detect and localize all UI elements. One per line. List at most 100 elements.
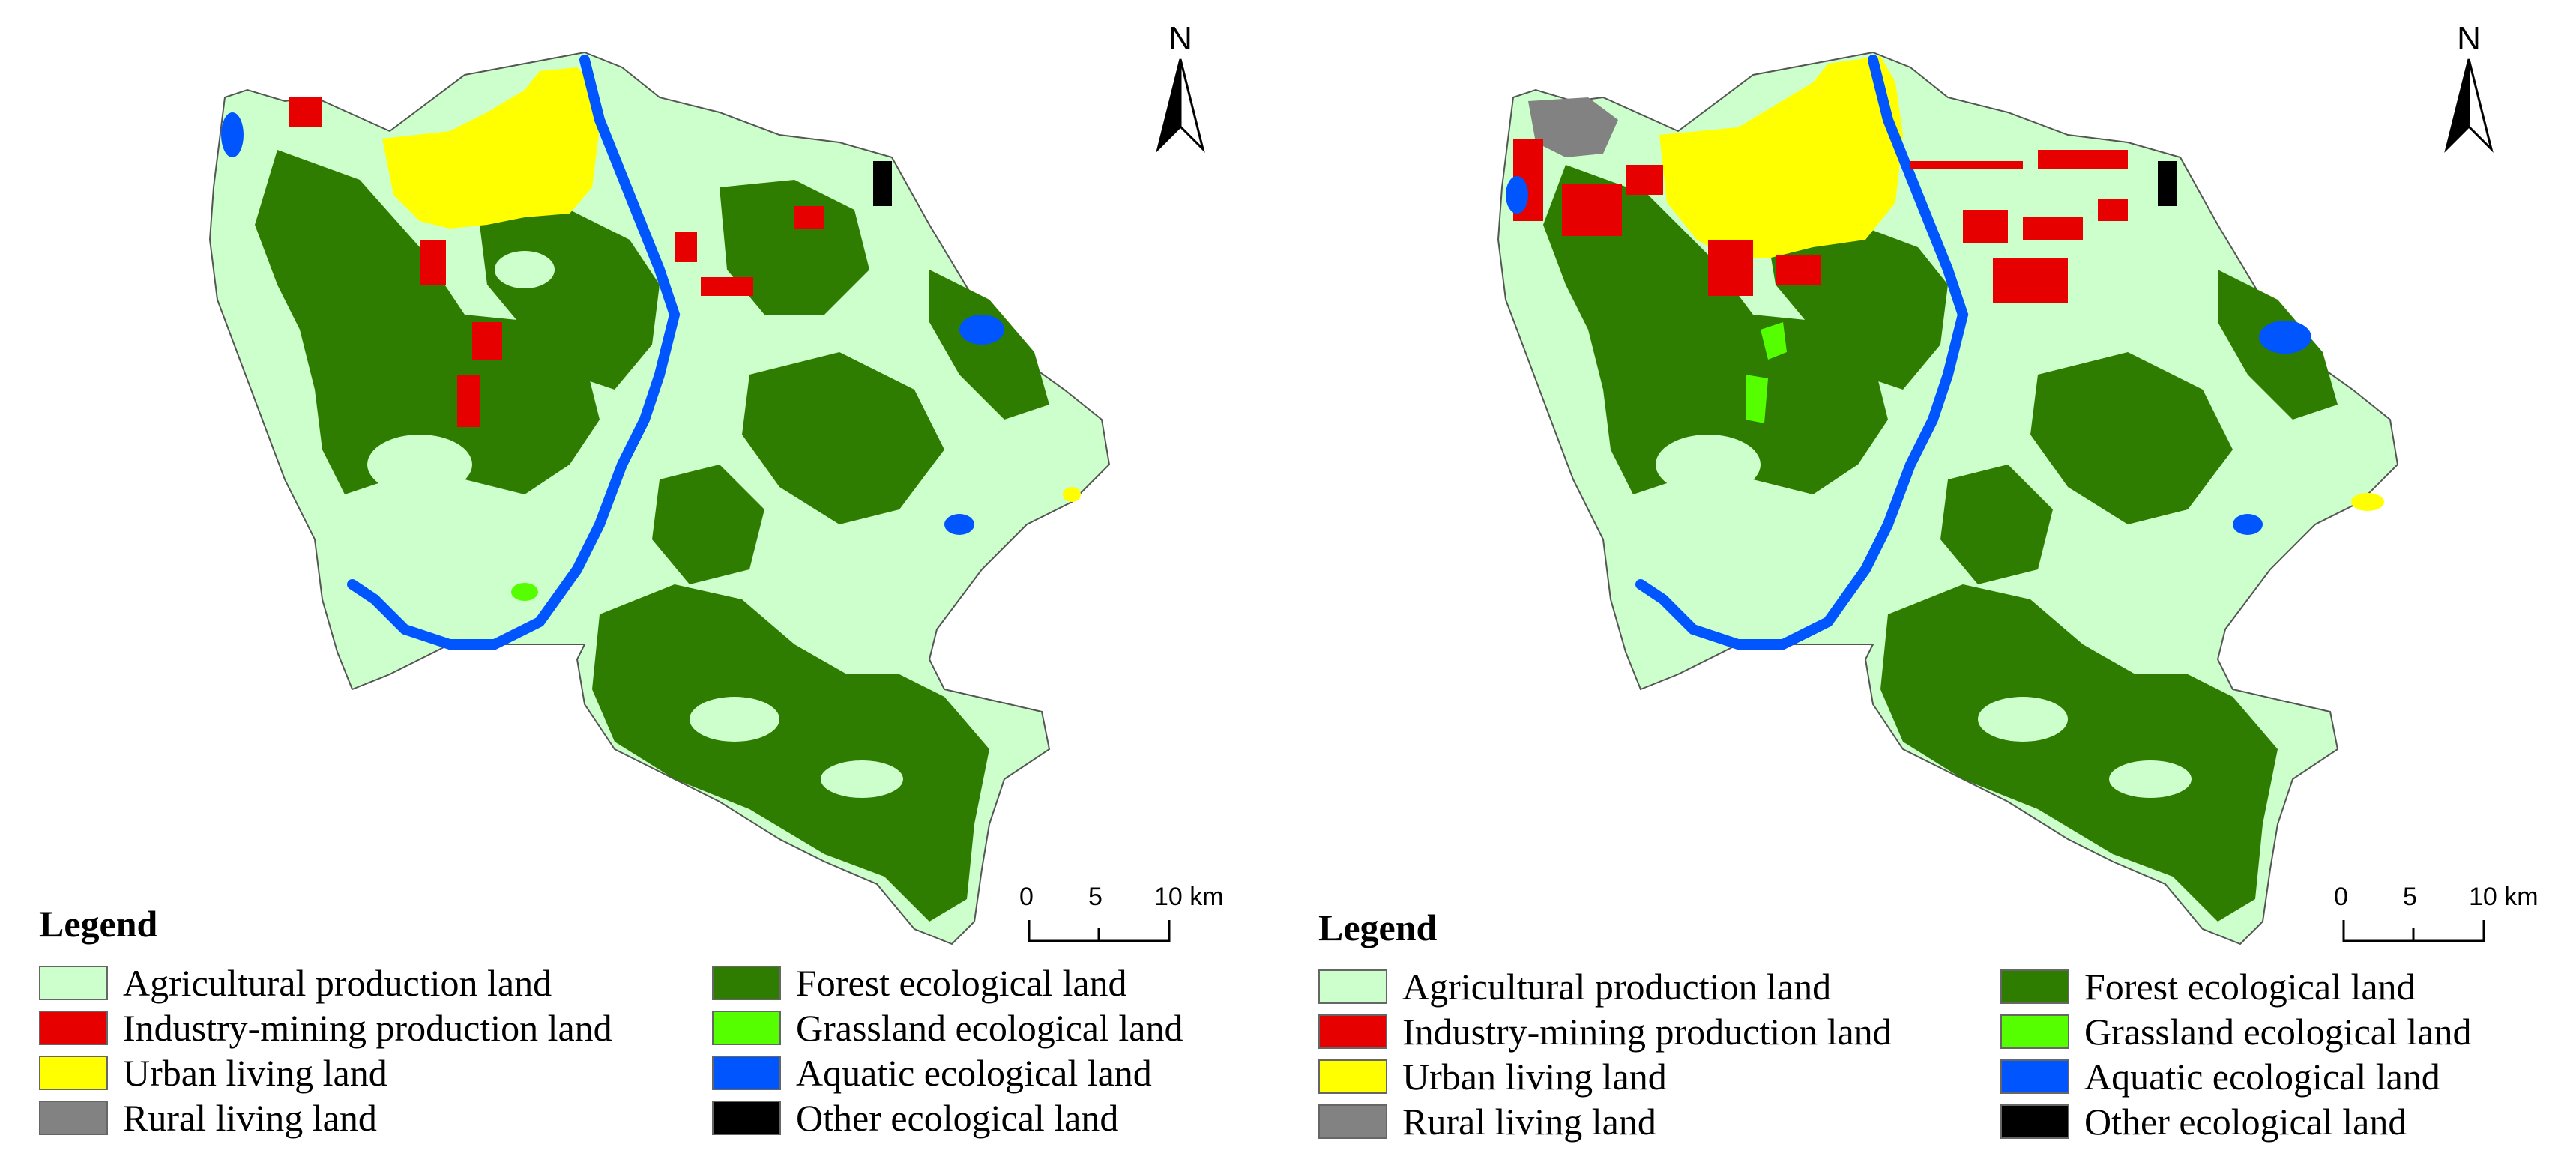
- agricultural-patch: [2109, 760, 2192, 798]
- scale-tick-0: 0: [2334, 883, 2348, 911]
- agricultural-patch: [1978, 697, 2068, 742]
- scale-tick-0: 0: [1019, 883, 1034, 911]
- river: [1635, 55, 1969, 650]
- legend-item-agricultural: Agricultural production land: [1318, 966, 1831, 1007]
- industry-patch: [472, 322, 502, 360]
- legend-swatch: [2000, 1104, 2069, 1139]
- legend-item-industry: Industry-mining production land: [39, 1008, 612, 1048]
- industry-patch: [1910, 161, 2023, 169]
- legend-swatch: [1318, 1059, 1387, 1094]
- legend-swatch: [2000, 1014, 2069, 1049]
- forest-patch: [652, 465, 764, 584]
- industry-patch: [1776, 255, 1821, 285]
- industry-patch: [2098, 199, 2128, 221]
- legend-item-other: Other ecological land: [712, 1098, 1118, 1138]
- north-letter: N: [1168, 20, 1192, 57]
- legend-item-urban: Urban living land: [39, 1053, 387, 1093]
- north-arrow: N: [1147, 22, 1214, 165]
- legend-item-other: Other ecological land: [2000, 1101, 2407, 1142]
- north-letter: N: [2457, 20, 2481, 57]
- grassland-patch: [1063, 487, 1081, 502]
- scale-tick-5: 5: [2403, 883, 2417, 911]
- other-ecological-patch: [873, 161, 892, 206]
- legend-swatch: [1318, 969, 1387, 1004]
- industry-patch: [2023, 217, 2083, 240]
- land-use-map-left: [208, 51, 1111, 945]
- legend-label: Other ecological land: [2084, 1101, 2407, 1143]
- legend-item-aquatic: Aquatic ecological land: [2000, 1056, 2440, 1097]
- agricultural-patch: [821, 760, 903, 798]
- scale-bar-line: [1028, 920, 1171, 942]
- legend-item-grassland: Grassland ecological land: [712, 1008, 1183, 1048]
- agricultural-patch: [1656, 435, 1761, 494]
- legend-swatch: [39, 1011, 108, 1045]
- legend-item-forest: Forest ecological land: [712, 963, 1127, 1003]
- legend-label: Aquatic ecological land: [796, 1052, 1152, 1094]
- forest-patch: [255, 150, 600, 494]
- agricultural-patch: [690, 697, 779, 742]
- legend-item-agricultural: Agricultural production land: [39, 963, 552, 1003]
- legend-label: Forest ecological land: [2084, 966, 2416, 1008]
- legend-label: Agricultural production land: [123, 962, 552, 1004]
- industry-patch: [1562, 184, 1622, 236]
- legend-swatch: [2000, 1059, 2069, 1094]
- land-use-map-panel-left: N 0 5 10 km Legend Agricultural producti…: [39, 22, 1224, 1139]
- legend-label: Grassland ecological land: [2084, 1011, 2472, 1053]
- forest-patch: [720, 180, 869, 315]
- legend-swatch: [1318, 1014, 1387, 1049]
- north-arrow: N: [2435, 22, 2503, 165]
- legend-label: Rural living land: [123, 1097, 377, 1139]
- industry-patch: [1993, 258, 2068, 303]
- legend-swatch: [39, 1101, 108, 1135]
- industry-patch: [420, 240, 446, 285]
- other-ecological-patch: [2158, 161, 2177, 206]
- aquatic-patch: [1506, 176, 1528, 214]
- industry-patch: [701, 277, 753, 296]
- legend-swatch: [712, 1056, 781, 1090]
- legend-label: Industry-mining production land: [1402, 1011, 1892, 1053]
- north-arrow-icon: [2444, 58, 2494, 153]
- map-region-right: [1497, 51, 2399, 945]
- legend-item-urban: Urban living land: [1318, 1056, 1667, 1097]
- urban-patch: [2351, 493, 2384, 511]
- scale-bar: 0 5 10 km: [2334, 883, 2539, 944]
- scale-tick-10: 10 km: [2469, 883, 2539, 911]
- legend-swatch: [712, 1011, 781, 1045]
- urban-patch: [1659, 56, 1903, 258]
- aquatic-patch: [221, 112, 244, 157]
- legend-item-industry: Industry-mining production land: [1318, 1011, 1892, 1052]
- agricultural-patch: [367, 435, 472, 494]
- industry-patch: [1708, 240, 1753, 296]
- aquatic-patch: [944, 514, 974, 535]
- legend-item-grassland: Grassland ecological land: [2000, 1011, 2471, 1052]
- legend-item-rural: Rural living land: [1318, 1101, 1656, 1142]
- aquatic-patch: [2259, 321, 2311, 354]
- legend-swatch: [39, 966, 108, 1000]
- scale-tick-5: 5: [1088, 883, 1103, 911]
- forest-patch: [592, 584, 989, 922]
- legend-label: Grassland ecological land: [796, 1007, 1183, 1049]
- industry-patch: [794, 206, 824, 229]
- aquatic-patch: [959, 315, 1004, 345]
- legend-item-aquatic: Aquatic ecological land: [712, 1053, 1152, 1093]
- forest-patch: [1543, 165, 1888, 494]
- legend-label: Industry-mining production land: [123, 1007, 612, 1049]
- legend-swatch: [39, 1056, 108, 1090]
- rural-patch: [1528, 97, 1618, 157]
- map-region-left: [208, 51, 1111, 945]
- grassland-patch: [511, 583, 538, 601]
- aquatic-patch: [2233, 514, 2263, 535]
- legend-item-forest: Forest ecological land: [2000, 966, 2416, 1007]
- scale-bar-line: [2342, 920, 2485, 942]
- legend-swatch: [2000, 969, 2069, 1004]
- scale-tick-10: 10 km: [1154, 883, 1224, 911]
- industry-patch: [289, 97, 322, 127]
- legend-label: Aquatic ecological land: [2084, 1056, 2440, 1098]
- legend-label: Agricultural production land: [1402, 966, 1832, 1008]
- industry-patch: [675, 232, 697, 262]
- grassland-patch: [1761, 322, 1787, 360]
- industry-patch: [1626, 165, 1663, 195]
- land-use-map-right: [1497, 51, 2399, 945]
- land-use-map-panel-right: N 0 5 10 km Legend Agricultural producti…: [1288, 0, 2576, 1168]
- legend-label: Forest ecological land: [796, 962, 1127, 1004]
